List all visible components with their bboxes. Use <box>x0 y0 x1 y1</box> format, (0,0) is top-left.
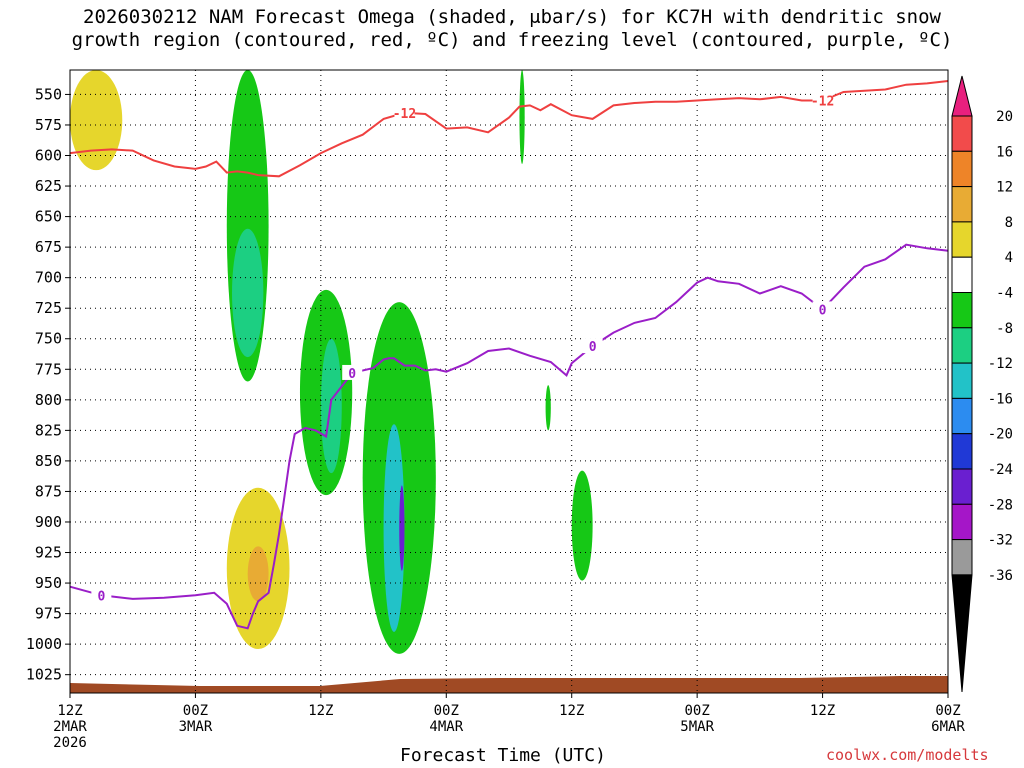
x-tick-36-0: 00Z <box>434 703 459 719</box>
colorbar-bin-11 <box>951 503 973 541</box>
y-tick-550: 550 <box>35 85 62 103</box>
omega-region-9 <box>399 485 405 571</box>
colorbar-label-2: 12 <box>996 180 1013 196</box>
colorbar-label-3: 8 <box>1005 215 1013 231</box>
freezing-level-contour-label-3: 0 <box>819 303 827 318</box>
freezing-level-contour-label-bg-2 <box>582 338 603 354</box>
colorbar-label-10: -24 <box>988 462 1013 478</box>
omega-region-8 <box>383 424 405 632</box>
y-tick-700: 700 <box>35 269 62 287</box>
dendritic-snow-contour-label-bg-0 <box>394 104 415 120</box>
x-tick-84-0: 00Z <box>935 703 960 719</box>
y-tick-600: 600 <box>35 147 62 165</box>
omega-region-0 <box>70 70 123 171</box>
omega-region-12 <box>571 470 593 581</box>
x-tick-36-1: 4MAR <box>429 719 463 735</box>
x-tick-24-0: 12Z <box>308 703 333 719</box>
x-tick-12-0: 00Z <box>183 703 208 719</box>
freezing-level-contour-label-bg-0 <box>91 587 112 603</box>
colorbar-label-11: -28 <box>988 497 1013 513</box>
omega-region-4 <box>232 228 264 358</box>
ground-fill <box>70 676 948 693</box>
x-tick-12-1: 3MAR <box>179 719 213 735</box>
freezing-level-contour-label-bg-3 <box>812 301 833 317</box>
x-axis-label: Forecast Time (UTC) <box>400 745 606 766</box>
x-tick-0-2: 2026 <box>53 735 87 751</box>
colorbar-label-9: -20 <box>988 427 1013 443</box>
x-tick-0-0: 12Z <box>57 703 82 719</box>
colorbar-over-arrow <box>951 75 973 117</box>
dendritic-snow-contour-label-bg-1 <box>812 92 833 108</box>
y-tick-975: 975 <box>35 605 62 623</box>
colorbar-bin-5 <box>951 292 973 329</box>
colorbar-bin-6 <box>951 327 973 364</box>
y-tick-750: 750 <box>35 330 62 348</box>
y-tick-675: 675 <box>35 238 62 256</box>
colorbar-label-8: -16 <box>988 391 1013 407</box>
x-tick-60-1: 5MAR <box>680 719 714 735</box>
y-tick-725: 725 <box>35 299 62 317</box>
colorbar-label-4: 4 <box>1005 250 1013 266</box>
colorbar-bin-10 <box>951 468 973 505</box>
y-tick-800: 800 <box>35 391 62 409</box>
colorbar-bin-0 <box>951 115 973 152</box>
y-tick-950: 950 <box>35 574 62 592</box>
colorbar-bin-12 <box>951 539 973 576</box>
colorbar-bin-8 <box>951 397 973 435</box>
freezing-level-contour-label-2: 0 <box>589 340 597 355</box>
colorbar: 20 16 12 8 4 -4 -8 -12 -16 -20 -24 -28 -32 -36 <box>951 75 1013 693</box>
x-tick-48-0: 12Z <box>559 703 584 719</box>
y-tick-900: 900 <box>35 513 62 531</box>
grid-layer <box>70 70 948 693</box>
colorbar-bin-4 <box>951 256 973 294</box>
omega-region-11 <box>545 385 551 431</box>
freezing-level-contour <box>69 243 949 630</box>
x-tick-0-1: 2MAR <box>53 719 87 735</box>
colorbar-label-0: 20 <box>996 109 1013 125</box>
dendritic-snow-contour <box>69 80 949 178</box>
dendritic-snow-contour-label-0: -12 <box>393 107 416 122</box>
omega-region-10 <box>519 70 525 165</box>
dendritic-snow-contour-label-1: -12 <box>811 95 834 110</box>
y-tick-1025: 1025 <box>26 666 62 684</box>
plot-frame <box>69 69 949 694</box>
colorbar-bin-3 <box>951 221 973 258</box>
freezing-level-contour-label-1: 0 <box>348 367 356 382</box>
colorbar-bin-1 <box>951 150 973 188</box>
x-tick-60-0: 00Z <box>684 703 709 719</box>
colorbar-label-13: -36 <box>988 568 1013 584</box>
colorbar-label-6: -8 <box>996 321 1013 337</box>
colorbar-bin-7 <box>951 362 973 399</box>
y-tick-925: 925 <box>35 544 62 562</box>
colorbar-under-arrow <box>951 574 973 693</box>
y-tick-575: 575 <box>35 116 62 134</box>
y-tick-625: 625 <box>35 177 62 195</box>
colorbar-label-5: -4 <box>996 286 1013 302</box>
y-tick-650: 650 <box>35 208 62 226</box>
chart-title-line-2: growth region (contoured, red, ºC) and f… <box>71 29 953 51</box>
y-axis: 550 575 600 625 650 675 700 725 750 775 800 825 850 8… <box>26 85 70 684</box>
freezing-level-contour-label-0: 0 <box>97 589 105 604</box>
colorbar-bin-2 <box>951 186 973 223</box>
y-tick-1000: 1000 <box>26 635 62 653</box>
y-tick-775: 775 <box>35 360 62 378</box>
x-tick-72-0: 12Z <box>810 703 835 719</box>
chart-title: 2026030212 NAM Forecast Omega (shaded, μ… <box>0 6 1024 52</box>
colorbar-label-7: -12 <box>988 356 1013 372</box>
x-tick-84-1: 6MAR <box>931 719 965 735</box>
ground-layer <box>70 676 948 693</box>
colorbar-bin-9 <box>951 433 973 470</box>
colorbar-label-12: -32 <box>988 533 1013 549</box>
chart-title-line-1: 2026030212 NAM Forecast Omega (shaded, μ… <box>83 6 941 28</box>
freezing-level-contour-label-bg-1 <box>342 364 363 380</box>
y-tick-875: 875 <box>35 482 62 500</box>
y-tick-850: 850 <box>35 452 62 470</box>
y-tick-825: 825 <box>35 421 62 439</box>
omega-region-2 <box>247 546 269 602</box>
colorbar-label-1: 16 <box>996 144 1013 160</box>
contour-layer: -12 -12 0 0 0 0 <box>69 80 949 630</box>
credit-link[interactable]: coolwx.com/modelts <box>826 746 989 764</box>
